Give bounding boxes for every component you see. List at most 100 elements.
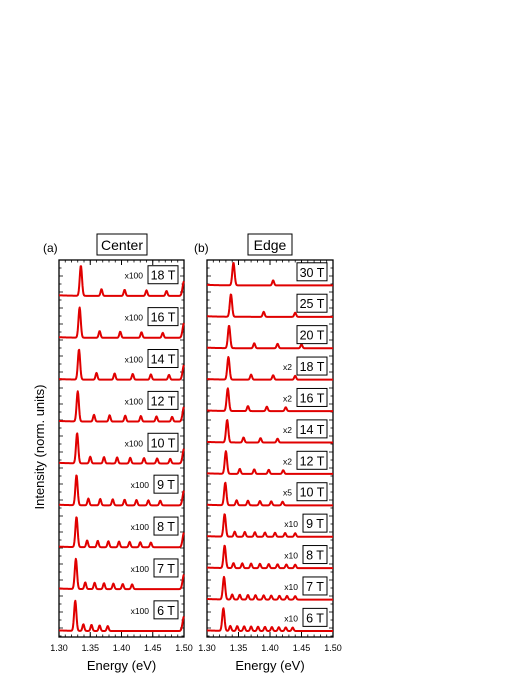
field-label: 9 T <box>306 517 324 531</box>
field-label-box <box>296 419 328 439</box>
x-axis-label: Energy (eV) <box>235 658 304 673</box>
panel-title-box <box>247 233 293 256</box>
x-tick-label: 1.50 <box>175 643 193 653</box>
panel-label: (b) <box>194 241 209 255</box>
series-30t: 30 T <box>206 262 334 287</box>
spectrum-line <box>206 481 334 507</box>
multiplier-label: x10 <box>284 519 298 529</box>
field-label-box <box>296 262 328 282</box>
series-18t: 18 T x2 <box>206 356 334 381</box>
field-label: 8 T <box>306 549 324 563</box>
spectrum-line <box>206 387 334 413</box>
field-label: 30 T <box>300 266 325 280</box>
field-label-box <box>153 600 179 620</box>
series-12t: 12 T x100 <box>58 390 185 423</box>
y-axis-label-group: Intensity (norm. units) <box>32 385 47 510</box>
spectrum-line <box>58 516 185 549</box>
spectrum-line <box>206 450 334 475</box>
field-label: 18 T <box>151 269 176 283</box>
field-label-box <box>296 293 328 313</box>
field-label-box <box>147 349 179 369</box>
spectrum-line <box>206 513 334 538</box>
x-tick-label: 1.45 <box>144 643 162 653</box>
field-label: 12 T <box>151 394 176 408</box>
field-label-box <box>153 516 179 536</box>
series-8t: 8 T x100 <box>58 516 185 549</box>
series-20t: 20 T <box>206 325 334 350</box>
x-tick-label: 1.30 <box>50 643 68 653</box>
field-label-box <box>147 307 179 327</box>
spectrum-line <box>206 356 334 381</box>
field-label-box <box>296 387 328 407</box>
field-label: 16 T <box>151 311 176 325</box>
series-14t: 14 T x100 <box>58 348 185 381</box>
multiplier-label: x100 <box>125 355 144 365</box>
field-label-box <box>302 513 328 533</box>
spectrum-line <box>58 390 185 423</box>
spectrum-line <box>58 557 185 591</box>
series-14t: 14 T x2 <box>206 419 334 444</box>
series-25t: 25 T <box>206 293 334 318</box>
multiplier-label: x100 <box>125 271 144 281</box>
x-tick-label: 1.30 <box>198 643 216 653</box>
field-label: 20 T <box>300 329 325 343</box>
multiplier-label: x100 <box>125 438 144 448</box>
series-6t: 6 T x10 <box>206 607 334 632</box>
spectrum-line <box>58 432 185 465</box>
multiplier-label: x10 <box>284 582 298 592</box>
spectrum-line <box>206 607 334 632</box>
x-tick-label: 1.35 <box>230 643 248 653</box>
spectrum-line <box>58 599 185 632</box>
multiplier-label: x100 <box>125 313 144 323</box>
multiplier-label: x100 <box>131 522 150 532</box>
spectrum-line <box>58 306 185 339</box>
field-label-box <box>296 450 328 470</box>
multiplier-label: x100 <box>131 606 150 616</box>
series-6t: 6 T x100 <box>58 599 185 632</box>
spectrum-line <box>206 544 334 570</box>
series-18t: 18 T x100 <box>58 265 185 297</box>
field-label: 10 T <box>300 486 325 500</box>
x-tick-label: 1.35 <box>81 643 99 653</box>
multiplier-label: x2 <box>283 456 292 466</box>
spectrum-line <box>58 265 185 297</box>
field-label: 14 T <box>151 353 176 367</box>
multiplier-label: x100 <box>131 480 150 490</box>
field-label-box <box>296 356 328 376</box>
series-10t: 10 T x100 <box>58 432 185 465</box>
panel-center: (a) Center 1.30 1.35 1.40 1.45 1.50 Energy (eV)… <box>43 233 193 673</box>
field-label: 8 T <box>157 520 175 534</box>
field-label: 25 T <box>300 297 325 311</box>
x-tick-label: 1.40 <box>261 643 279 653</box>
series-7t: 7 T x10 <box>206 575 334 601</box>
panel-title-box <box>96 233 148 256</box>
panel-title: Center <box>101 237 143 253</box>
series-9t: 9 T x10 <box>206 513 334 538</box>
multiplier-label: x5 <box>283 488 292 498</box>
field-label: 16 T <box>300 391 325 405</box>
series-10t: 10 T x5 <box>206 481 334 507</box>
multiplier-label: x2 <box>283 425 292 435</box>
spectrum-line <box>206 419 334 444</box>
multiplier-label: x100 <box>131 564 150 574</box>
field-label-box <box>153 474 179 494</box>
multiplier-label: x2 <box>283 362 292 372</box>
spectrum-line <box>206 325 334 350</box>
multiplier-label: x10 <box>284 551 298 561</box>
series-9t: 9 T x100 <box>58 474 185 507</box>
multiplier-label: x2 <box>283 393 292 403</box>
field-label-box <box>296 325 328 345</box>
field-label: 9 T <box>157 478 175 492</box>
field-label-box <box>147 390 179 410</box>
spectrum-line <box>206 262 334 287</box>
field-label-box <box>302 545 328 565</box>
y-axis-label: Intensity (norm. units) <box>32 385 47 510</box>
multiplier-label: x10 <box>284 613 298 623</box>
field-label: 18 T <box>300 360 325 374</box>
field-label: 10 T <box>151 436 176 450</box>
series-7t: 7 T x100 <box>58 557 185 591</box>
panel-edge: (b) Edge 1.30 1.35 1.40 1.45 1.50 Energy (eV) 30… <box>194 233 342 673</box>
series-16t: 16 T x100 <box>58 306 185 339</box>
x-tick-label: 1.50 <box>324 643 342 653</box>
